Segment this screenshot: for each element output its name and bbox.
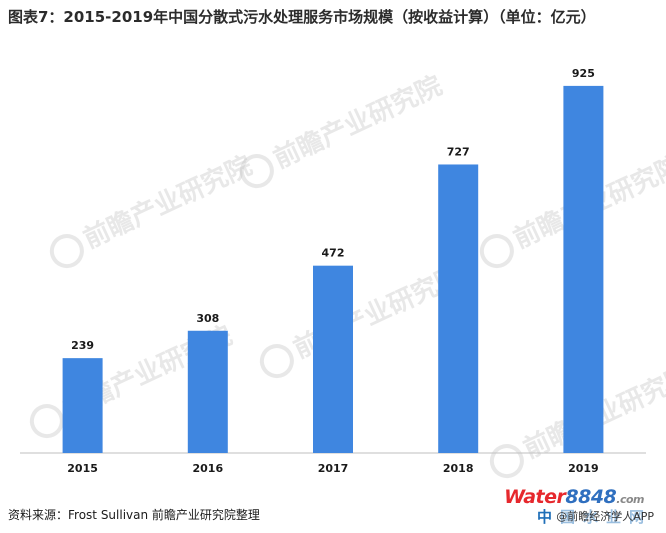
bar-2019 [563,85,604,453]
logo-wordmark: Water8848.com [504,486,644,508]
logo-dot-com: .com [616,493,644,506]
water8848-logo: Water8848.com 中国水业网 @前瞻经济学人APP [504,486,658,530]
chart-title: 图表7：2015-2019年中国分散式污水处理服务市场规模（按收益计算）（单位：… [8,8,596,26]
data-label-2016: 308 [196,312,219,325]
data-label-2017: 472 [322,247,345,260]
source-note: 资料来源：Frost Sullivan 前瞻产业研究院整理 [8,508,260,522]
x-tick-label-2015: 2015 [67,462,98,475]
data-label-2019: 925 [572,67,595,80]
data-label-2018: 727 [447,145,470,158]
app-watermark-text: @前瞻经济学人APP [556,508,654,524]
logo-water: Water [504,486,566,508]
data-label-2015: 239 [71,339,94,352]
bar-2015 [62,358,103,453]
x-tick-label-2016: 2016 [192,462,223,475]
x-tick-label-2018: 2018 [443,462,474,475]
logo-number: 8848 [565,486,617,508]
bar-2017 [313,265,353,453]
x-tick-label-2017: 2017 [318,462,349,475]
bar-2016 [187,330,228,453]
bar-2018 [438,164,479,454]
bar-chart: 239 2015 308 2016 472 2017 727 2018 925 2019 [20,67,646,475]
x-tick-label-2019: 2019 [568,462,599,475]
